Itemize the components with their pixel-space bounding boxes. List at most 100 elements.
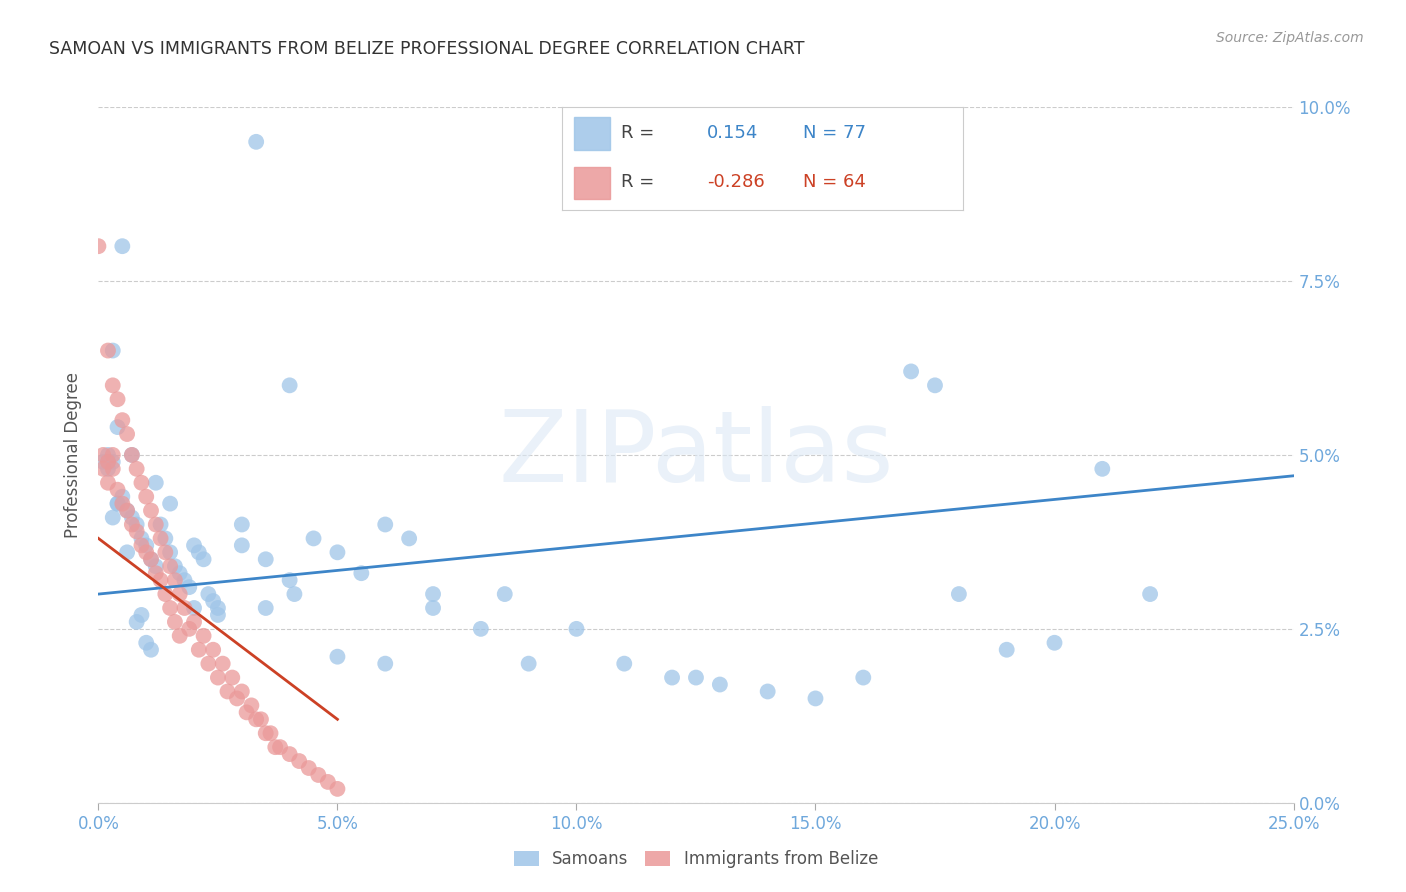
Point — [149, 517, 172, 532]
Point — [169, 629, 191, 643]
Point — [111, 490, 134, 504]
Point — [231, 684, 253, 698]
Text: -0.286: -0.286 — [707, 173, 765, 192]
Point — [131, 475, 153, 490]
Point — [135, 636, 157, 650]
Point — [155, 545, 177, 559]
Point — [169, 566, 191, 581]
Point — [101, 455, 124, 469]
Point — [1043, 636, 1066, 650]
Point — [197, 587, 219, 601]
Point — [193, 629, 215, 643]
Point — [159, 559, 181, 574]
Point — [1139, 587, 1161, 601]
Point — [149, 532, 172, 546]
Point — [111, 239, 134, 253]
Point — [107, 497, 129, 511]
Point — [316, 775, 339, 789]
Point — [97, 448, 120, 462]
Point — [398, 532, 420, 546]
Point — [97, 475, 120, 490]
Point — [155, 532, 177, 546]
Point — [179, 580, 201, 594]
Point — [139, 552, 162, 566]
Point — [852, 671, 875, 685]
Point — [139, 552, 162, 566]
Point — [135, 545, 157, 559]
Point — [804, 691, 827, 706]
Point — [163, 573, 186, 587]
Point — [125, 517, 148, 532]
Point — [278, 573, 301, 587]
Point — [565, 622, 588, 636]
Point — [948, 587, 970, 601]
Point — [121, 517, 143, 532]
Point — [207, 671, 229, 685]
Point — [278, 378, 301, 392]
Point — [217, 684, 239, 698]
Point — [101, 343, 124, 358]
Point — [470, 622, 492, 636]
Point — [307, 768, 329, 782]
Point — [374, 657, 396, 671]
Point — [107, 497, 129, 511]
Point — [145, 475, 167, 490]
Text: ZIPatlas: ZIPatlas — [498, 407, 894, 503]
Point — [254, 552, 277, 566]
Point — [91, 448, 114, 462]
Point — [197, 657, 219, 671]
Point — [135, 490, 157, 504]
Point — [97, 343, 120, 358]
Point — [115, 503, 138, 517]
Point — [111, 413, 134, 427]
Text: SAMOAN VS IMMIGRANTS FROM BELIZE PROFESSIONAL DEGREE CORRELATION CHART: SAMOAN VS IMMIGRANTS FROM BELIZE PROFESS… — [49, 40, 804, 58]
Point — [202, 642, 225, 657]
Point — [254, 601, 277, 615]
Point — [613, 657, 636, 671]
Point — [97, 462, 120, 476]
Point — [131, 532, 153, 546]
Point — [1091, 462, 1114, 476]
Point — [183, 538, 205, 552]
Point — [685, 671, 707, 685]
Point — [995, 642, 1018, 657]
Point — [139, 503, 162, 517]
Point — [163, 559, 186, 574]
Point — [173, 601, 195, 615]
Point — [179, 622, 201, 636]
Point — [269, 740, 291, 755]
Point — [288, 754, 311, 768]
Point — [924, 378, 946, 392]
Point — [97, 455, 120, 469]
Text: R =: R = — [620, 124, 654, 142]
Bar — [575, 167, 610, 199]
Point — [231, 538, 253, 552]
Point — [422, 601, 444, 615]
Point — [183, 601, 205, 615]
Point — [125, 615, 148, 629]
Point — [145, 566, 167, 581]
Point — [149, 573, 172, 587]
Point — [145, 559, 167, 574]
Point — [494, 587, 516, 601]
Point — [259, 726, 281, 740]
Point — [900, 364, 922, 378]
Point — [283, 587, 305, 601]
Point — [226, 691, 249, 706]
Point — [661, 671, 683, 685]
Point — [121, 448, 143, 462]
Point — [187, 545, 209, 559]
Point — [517, 657, 540, 671]
Point — [193, 552, 215, 566]
Point — [91, 455, 114, 469]
Point — [207, 607, 229, 622]
Point — [107, 392, 129, 407]
Point — [298, 761, 321, 775]
Point — [374, 517, 396, 532]
Point — [211, 657, 233, 671]
Y-axis label: Professional Degree: Professional Degree — [65, 372, 83, 538]
Point — [350, 566, 373, 581]
Point — [250, 712, 273, 726]
Text: N = 77: N = 77 — [803, 124, 866, 142]
Point — [207, 601, 229, 615]
